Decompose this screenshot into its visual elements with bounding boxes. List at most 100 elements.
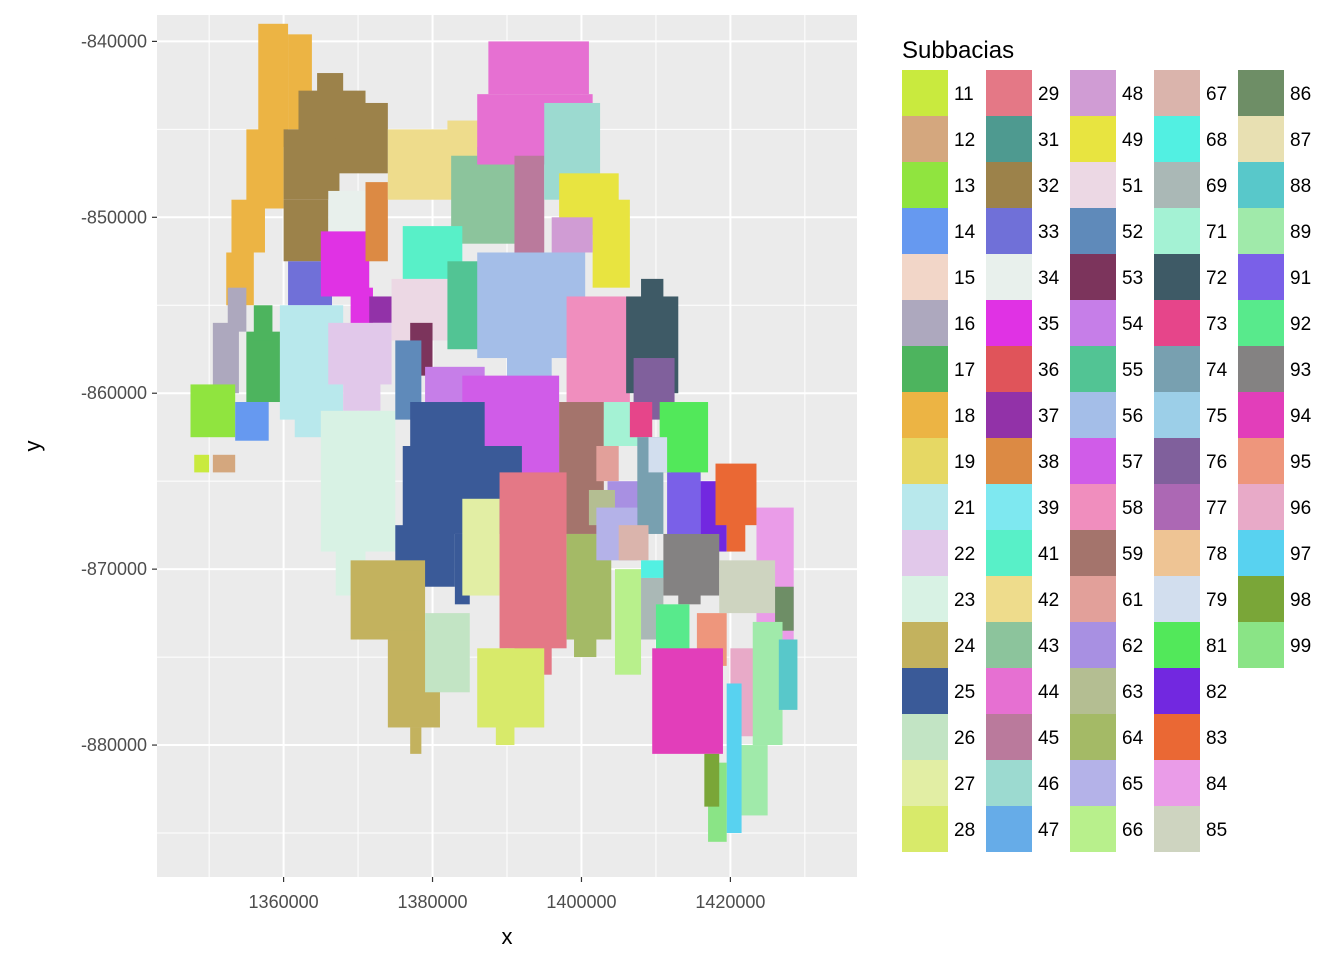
subbasin-cell (462, 498, 500, 596)
legend-label: 65 (1122, 774, 1143, 795)
legend-item: 47 (986, 806, 1059, 852)
legend-label: 82 (1206, 682, 1227, 703)
legend-item: 71 (1154, 208, 1227, 254)
legend-label: 38 (1038, 452, 1059, 473)
legend-label: 57 (1122, 452, 1143, 473)
subbasin-86 (775, 586, 794, 631)
y-tick-label: -870000 (81, 559, 147, 579)
subbasin-cell (588, 322, 630, 394)
legend-key (1154, 806, 1200, 852)
legend: 11 12 13 14 15 16 17 18 19 21 22 23 24 25 26 27 28 29 31 32… (902, 70, 1312, 852)
legend-item: 33 (986, 208, 1059, 254)
y-axis: -840000 -850000 -860000 -870000 -880000 (81, 31, 157, 755)
legend-key (1154, 208, 1200, 254)
legend-key (902, 70, 948, 116)
legend-label: 47 (1038, 820, 1059, 841)
legend-key (1070, 622, 1116, 668)
legend-item: 29 (986, 70, 1059, 116)
legend-label: 92 (1290, 314, 1311, 335)
legend-label: 55 (1122, 360, 1143, 381)
legend-key (986, 162, 1032, 208)
y-tick-label: -850000 (81, 207, 147, 227)
legend-key (1238, 116, 1284, 162)
legend-label: 87 (1290, 130, 1311, 151)
legend-label: 51 (1122, 176, 1143, 197)
subbasin-68 (641, 560, 671, 578)
legend-label: 88 (1290, 176, 1311, 197)
subbasin-cell (663, 533, 720, 596)
legend-item: 18 (902, 392, 975, 438)
legend-label: 85 (1206, 820, 1227, 841)
legend-item: 79 (1154, 576, 1227, 622)
legend-key (1154, 392, 1200, 438)
legend-label: 79 (1206, 590, 1227, 611)
legend-label: 97 (1290, 544, 1311, 565)
legend-item: 99 (1238, 622, 1311, 668)
legend-key (986, 714, 1032, 760)
legend-item: 66 (1070, 806, 1143, 852)
legend-label: 59 (1122, 544, 1143, 565)
x-axis: 1360000 1380000 1400000 1420000 (249, 877, 765, 912)
legend-label: 83 (1206, 728, 1227, 749)
subbasin-44 (477, 41, 593, 165)
legend-label: 33 (1038, 222, 1059, 243)
legend-label: 13 (954, 176, 975, 197)
legend-label: 84 (1206, 774, 1228, 795)
legend-item: 68 (1154, 116, 1227, 162)
legend-item: 62 (1070, 622, 1143, 668)
subbasin-79 (648, 437, 668, 473)
subbasin-cell (592, 199, 630, 288)
legend-label: 93 (1290, 360, 1311, 381)
legend-item: 52 (1070, 208, 1143, 254)
legend-item: 46 (986, 760, 1059, 806)
subbasin-cell (369, 296, 392, 323)
legend-label: 99 (1290, 636, 1311, 657)
subbasin-66 (614, 569, 642, 675)
legend-label: 96 (1290, 498, 1311, 519)
legend-item: 36 (986, 346, 1059, 392)
legend-label: 67 (1206, 84, 1227, 105)
subbasin-cell (246, 129, 284, 209)
subbasin-73 (629, 402, 653, 438)
subbasin-cell (258, 23, 289, 147)
legend-item: 53 (1070, 254, 1143, 300)
legend-key (986, 70, 1032, 116)
legend-key (986, 116, 1032, 162)
legend-key (986, 346, 1032, 392)
legend-label: 11 (954, 84, 974, 105)
y-tick-label: -880000 (81, 735, 147, 755)
legend-item: 11 (902, 70, 974, 116)
subbasin-cell (231, 199, 265, 253)
legend-label: 63 (1122, 682, 1143, 703)
legend-item: 43 (986, 622, 1059, 668)
legend-key (986, 806, 1032, 852)
subbasin-28 (477, 648, 545, 746)
legend-item: 76 (1154, 438, 1227, 484)
legend-key (1070, 576, 1116, 622)
legend-label: 17 (954, 360, 975, 381)
legend-key (1238, 346, 1284, 392)
legend-label: 37 (1038, 406, 1059, 427)
legend-key (1238, 254, 1284, 300)
legend-item: 12 (902, 116, 975, 162)
legend-key (1238, 300, 1284, 346)
legend-item: 26 (902, 714, 975, 760)
subbasin-cell (596, 446, 619, 482)
legend-key (1238, 392, 1284, 438)
legend-item: 41 (986, 530, 1059, 576)
legend-item: 45 (986, 714, 1059, 760)
subbasin-cell (551, 217, 593, 253)
subbasin-11 (194, 454, 210, 473)
legend-item: 39 (986, 484, 1059, 530)
legend-key (986, 760, 1032, 806)
subbasin-58 (566, 296, 630, 420)
subbasin-27 (462, 498, 500, 596)
legend-label: 54 (1122, 314, 1144, 335)
legend-key (1238, 208, 1284, 254)
subbasin-94 (652, 648, 723, 754)
legend-item: 86 (1238, 70, 1311, 116)
subbasin-cell (335, 102, 388, 174)
subbasin-88 (778, 639, 798, 710)
legend-label: 46 (1038, 774, 1059, 795)
subbasin-cell (212, 322, 239, 394)
